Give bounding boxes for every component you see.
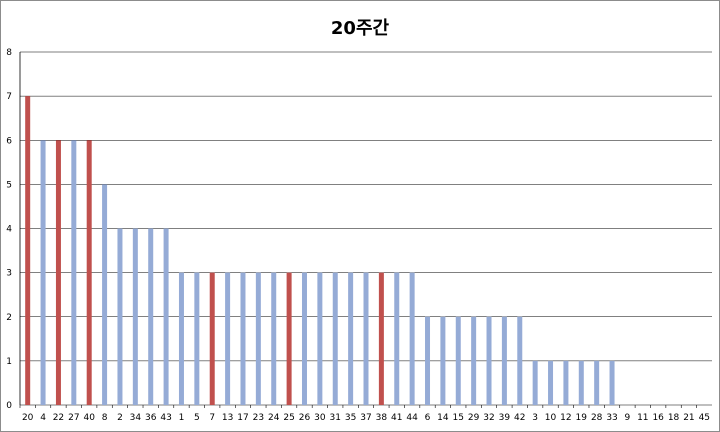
bar [532,360,538,405]
x-tick-label: 24 [268,413,280,423]
x-tick-label: 14 [437,413,449,423]
x-tick-label: 6 [425,413,431,423]
bar [271,272,277,405]
bar [40,140,46,405]
x-tick-label: 30 [314,413,326,423]
x-tick-label: 32 [483,413,494,423]
y-tick-label: 4 [6,225,12,235]
chart-title: 20주간 [330,18,390,39]
x-tick-label: 28 [591,413,603,423]
bar [548,360,554,405]
x-tick-label: 26 [299,413,311,423]
bar [440,316,446,405]
bar [409,272,415,405]
y-tick-label: 7 [6,92,12,102]
x-tick-label: 34 [130,413,142,423]
x-tick-label: 45 [699,413,710,423]
x-tick-label: 10 [545,413,557,423]
bar [301,272,307,405]
x-tick-label: 41 [391,413,402,423]
bar [117,228,123,405]
x-tick-label: 13 [222,413,233,423]
bar [486,316,492,405]
bar [363,272,369,405]
x-tick-label: 36 [145,413,157,423]
x-tick-label: 4 [40,413,46,423]
y-tick-label: 8 [6,48,12,58]
bar [132,228,138,405]
bar [86,140,92,405]
x-tick-label: 22 [53,413,64,423]
x-tick-label: 35 [345,413,356,423]
y-tick-label: 3 [6,269,12,279]
x-tick-label: 16 [652,413,664,423]
x-tick-label: 5 [194,413,200,423]
x-tick-label: 20 [22,413,34,423]
bar [317,272,323,405]
bar [332,272,338,405]
x-tick-label: 9 [625,413,631,423]
x-tick-label: 43 [160,413,171,423]
x-tick-label: 42 [514,413,525,423]
bar [286,272,292,405]
x-tick-label: 8 [102,413,108,423]
bar [517,316,523,405]
x-tick-label: 2 [117,413,123,423]
y-tick-label: 5 [6,180,12,190]
bar [178,272,184,405]
bar [394,272,400,405]
bar [148,228,154,405]
x-tick-label: 44 [406,413,418,423]
x-tick-label: 1 [179,413,185,423]
x-tick-label: 21 [683,413,694,423]
bar [194,272,200,405]
y-tick-label: 6 [6,136,12,146]
x-tick-label: 3 [532,413,538,423]
bar [209,272,215,405]
bar [378,272,384,405]
x-tick-label: 31 [330,413,341,423]
x-tick-label: 40 [83,413,95,423]
x-tick-label: 19 [576,413,588,423]
bar [55,140,61,405]
x-tick-label: 27 [68,413,79,423]
bar [425,316,431,405]
x-tick-label: 37 [360,413,371,423]
x-tick-label: 33 [606,413,617,423]
bar [563,360,569,405]
bar [471,316,477,405]
bar [455,316,461,405]
bar [255,272,261,405]
x-tick-label: 7 [209,413,215,423]
x-tick-label: 11 [637,413,648,423]
bar [594,360,600,405]
bar [225,272,231,405]
bar [240,272,246,405]
bar [348,272,354,405]
bar [102,184,108,405]
bar [609,360,615,405]
x-tick-label: 12 [560,413,571,423]
x-tick-label: 23 [253,413,264,423]
x-tick-label: 15 [453,413,464,423]
y-tick-label: 0 [6,401,12,411]
x-tick-label: 39 [499,413,511,423]
bar [578,360,584,405]
y-tick-label: 2 [6,313,12,323]
bar [501,316,507,405]
x-tick-label: 29 [468,413,480,423]
x-tick-label: 17 [237,413,248,423]
x-tick-label: 38 [376,413,388,423]
y-tick-label: 1 [6,357,12,367]
x-tick-label: 25 [283,413,294,423]
bar [71,140,77,405]
bar [163,228,169,405]
bar [25,96,31,405]
x-tick-label: 18 [668,413,680,423]
